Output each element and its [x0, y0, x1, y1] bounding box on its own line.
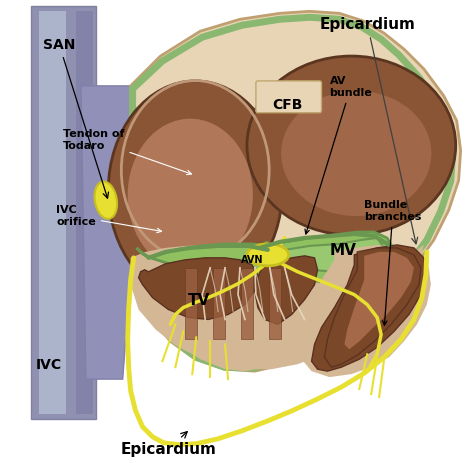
- Text: IVC: IVC: [36, 358, 63, 372]
- Text: Tendon of
Todaro: Tendon of Todaro: [63, 129, 191, 175]
- Text: Epicardium: Epicardium: [120, 432, 216, 457]
- Polygon shape: [81, 86, 141, 379]
- Polygon shape: [325, 248, 421, 367]
- Polygon shape: [258, 238, 384, 272]
- Polygon shape: [344, 252, 414, 349]
- Ellipse shape: [94, 181, 117, 219]
- Ellipse shape: [281, 91, 431, 216]
- Polygon shape: [137, 244, 282, 278]
- Polygon shape: [131, 244, 424, 369]
- Text: Epicardium: Epicardium: [319, 17, 418, 244]
- Ellipse shape: [108, 81, 282, 300]
- Text: SAN: SAN: [43, 38, 109, 198]
- Text: TV: TV: [188, 293, 210, 307]
- Ellipse shape: [128, 119, 253, 272]
- Text: CFB: CFB: [272, 98, 302, 112]
- Polygon shape: [138, 258, 258, 319]
- Polygon shape: [213, 268, 225, 339]
- Polygon shape: [31, 6, 96, 419]
- Text: AV
bundle: AV bundle: [305, 76, 372, 234]
- Ellipse shape: [247, 244, 289, 266]
- Text: MV: MV: [329, 243, 356, 258]
- Polygon shape: [185, 268, 197, 339]
- Polygon shape: [255, 256, 318, 325]
- Text: IVC
orifice: IVC orifice: [56, 206, 162, 233]
- Polygon shape: [311, 245, 427, 371]
- Polygon shape: [255, 232, 394, 285]
- Polygon shape: [269, 268, 281, 339]
- Text: Bundle
branches: Bundle branches: [364, 200, 421, 325]
- Polygon shape: [76, 11, 93, 414]
- Polygon shape: [241, 268, 253, 339]
- Ellipse shape: [247, 56, 456, 235]
- Polygon shape: [39, 11, 66, 414]
- Text: AVN: AVN: [241, 255, 263, 265]
- Polygon shape: [126, 11, 461, 371]
- Polygon shape: [298, 245, 431, 377]
- Polygon shape: [131, 248, 310, 371]
- FancyBboxPatch shape: [256, 81, 321, 113]
